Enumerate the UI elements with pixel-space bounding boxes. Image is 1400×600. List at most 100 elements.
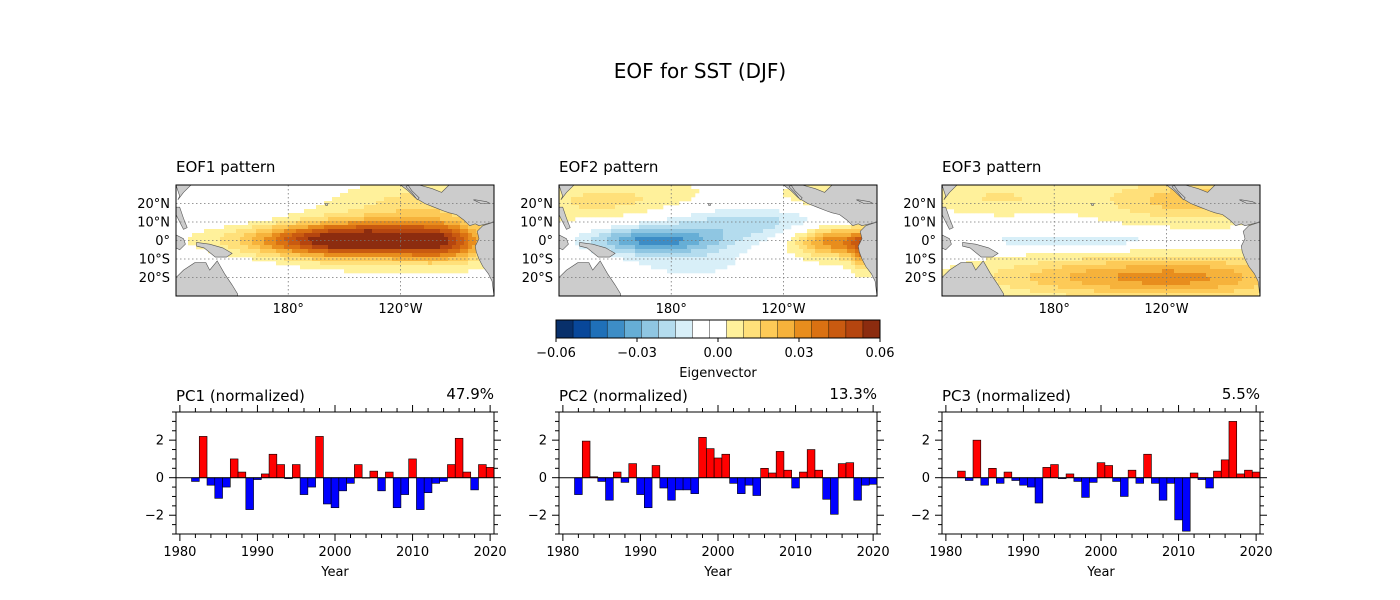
contour-cell: [420, 257, 425, 262]
map-title: EOF3 pattern: [942, 158, 1041, 176]
contour-cell: [715, 253, 720, 258]
contour-cell: [691, 269, 696, 274]
contour-cell: [1194, 213, 1199, 218]
contour-cell: [1210, 293, 1215, 296]
contour-cell: [998, 257, 1003, 262]
contour-cell: [1166, 293, 1171, 296]
contour-cell: [440, 241, 445, 246]
contour-cell: [667, 185, 672, 190]
contour-cell: [1170, 189, 1175, 194]
contour-cell: [348, 245, 353, 250]
contour-cell: [260, 225, 265, 230]
contour-cell: [268, 253, 273, 258]
contour-cell: [1098, 285, 1103, 290]
contour-cell: [731, 217, 736, 222]
contour-cell: [663, 257, 668, 262]
contour-cell: [647, 193, 652, 198]
contour-cell: [1150, 213, 1155, 218]
pc-bar: [597, 477, 606, 482]
contour-cell: [731, 233, 736, 238]
contour-cell: [563, 205, 568, 210]
contour-cell: [731, 261, 736, 266]
contour-cell: [392, 221, 397, 226]
contour-cell: [340, 197, 345, 202]
contour-cell: [300, 217, 305, 222]
contour-cell: [264, 257, 269, 262]
contour-cell: [851, 241, 856, 246]
contour-cell: [1042, 293, 1047, 296]
pc-bar: [605, 477, 614, 501]
contour-cell: [687, 265, 692, 270]
contour-cell: [659, 225, 664, 230]
contour-cell: [1038, 265, 1043, 270]
contour-cell: [444, 225, 449, 230]
contour-cell: [643, 257, 648, 262]
contour-cell: [974, 201, 979, 206]
contour-cell: [571, 189, 576, 194]
contour-cell: [1010, 289, 1015, 294]
contour-cell: [364, 209, 369, 214]
contour-cell: [1110, 269, 1115, 274]
contour-cell: [707, 245, 712, 250]
contour-cell: [579, 185, 584, 190]
contour-cell: [1090, 289, 1095, 294]
contour-cell: [1018, 193, 1023, 198]
contour-cell: [392, 229, 397, 234]
contour-cell: [659, 205, 664, 210]
contour-cell: [1042, 189, 1047, 194]
contour-cell: [308, 257, 313, 262]
contour-cell: [1038, 261, 1043, 266]
contour-cell: [1206, 277, 1211, 282]
contour-cell: [356, 237, 361, 242]
contour-cell: [1182, 253, 1187, 258]
contour-cell: [392, 205, 397, 210]
contour-cell: [428, 237, 433, 242]
contour-cell: [1210, 281, 1215, 286]
contour-cell: [647, 257, 652, 262]
contour-cell: [412, 241, 417, 246]
contour-cell: [252, 253, 257, 258]
contour-cell: [615, 189, 620, 194]
contour-cell: [1006, 241, 1011, 246]
contour-cell: [352, 205, 357, 210]
contour-cell: [986, 209, 991, 214]
contour-cell: [1174, 289, 1179, 294]
contour-cell: [1134, 213, 1139, 218]
contour-cell: [679, 241, 684, 246]
contour-cell: [1190, 221, 1195, 226]
contour-cell: [396, 257, 401, 262]
explained-variance: 13.3%: [829, 385, 877, 403]
contour-cell: [1094, 265, 1099, 270]
contour-cell: [360, 241, 365, 246]
contour-cell: [835, 237, 840, 242]
contour-cell: [1190, 285, 1195, 290]
contour-cell: [719, 225, 724, 230]
contour-cell: [635, 185, 640, 190]
contour-cell: [994, 269, 999, 274]
contour-cell: [1014, 241, 1019, 246]
contour-cell: [795, 233, 800, 238]
contour-cell: [1166, 253, 1171, 258]
contour-cell: [1158, 281, 1163, 286]
contour-cell: [264, 233, 269, 238]
contour-cell: [252, 237, 257, 242]
contour-cell: [1074, 185, 1079, 190]
contour-cell: [360, 253, 365, 258]
contour-cell: [1118, 269, 1123, 274]
contour-cell: [823, 257, 828, 262]
contour-cell: [1106, 289, 1111, 294]
contour-cell: [1122, 293, 1127, 296]
contour-cell: [587, 213, 592, 218]
contour-cell: [835, 257, 840, 262]
contour-cell: [1170, 249, 1175, 254]
contour-cell: [970, 209, 975, 214]
contour-cell: [1070, 201, 1075, 206]
contour-cell: [1018, 189, 1023, 194]
contour-cell: [1142, 289, 1147, 294]
contour-cell: [324, 253, 329, 258]
pc-bar: [1089, 477, 1098, 483]
land-polygon: [473, 199, 491, 204]
contour-cell: [663, 265, 668, 270]
contour-cell: [639, 257, 644, 262]
contour-cell: [695, 261, 700, 266]
